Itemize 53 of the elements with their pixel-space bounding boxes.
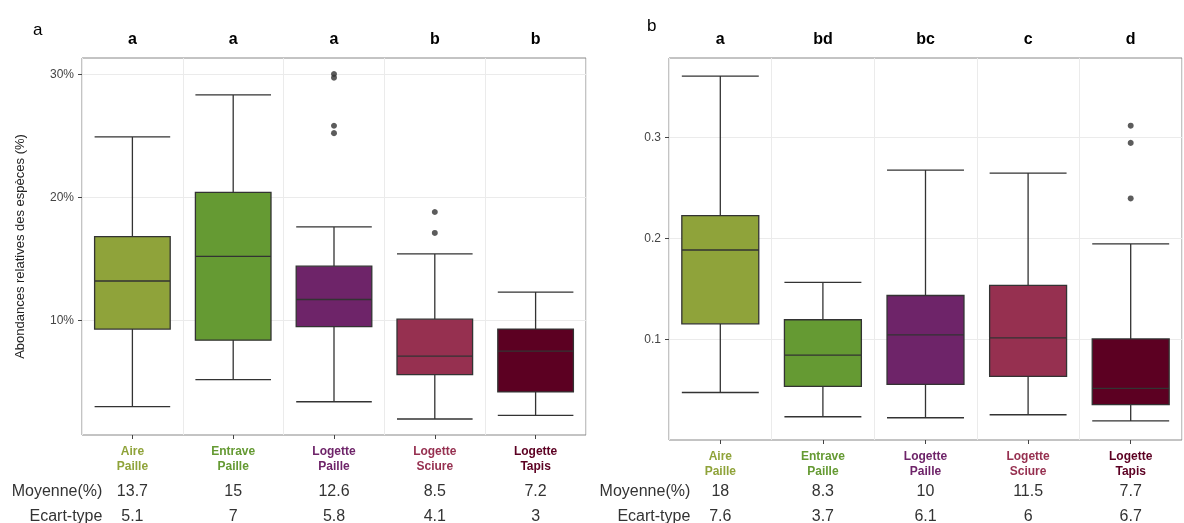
text: 6.7 <box>1119 506 1142 523</box>
x-tick-label: Aire Paille <box>116 443 149 473</box>
text: c <box>1023 29 1033 47</box>
y-tick-label: 10% <box>49 313 75 328</box>
text: Moyenne(%) <box>11 481 103 499</box>
text: 6.1 <box>914 506 937 523</box>
text: a <box>228 29 238 47</box>
text: 6 <box>1023 506 1033 523</box>
x-tick-label: Logette Sciure <box>1006 448 1051 478</box>
x-tick-label: Logette Tapis <box>1109 448 1153 478</box>
text: 10 <box>916 481 935 499</box>
text: 13.7 <box>116 481 149 499</box>
text: bd <box>813 29 833 47</box>
text: b <box>429 29 440 47</box>
text: 3 <box>531 506 541 523</box>
text: 15 <box>224 481 243 499</box>
x-tick-label: Entrave Paille <box>211 443 256 473</box>
y-tick-label: 20% <box>49 190 75 205</box>
x-tick-label: Logette Sciure <box>413 443 457 473</box>
x-tick-label: Entrave Paille <box>800 448 846 478</box>
y-tick-label: 30% <box>49 67 75 82</box>
text: 7.7 <box>1119 481 1142 499</box>
y-tick-label: 0.2 <box>644 230 662 245</box>
x-tick-label: Aire Paille <box>704 448 737 478</box>
text: Ecart-type <box>29 506 103 523</box>
text: a <box>329 29 339 47</box>
text: Ecart-type <box>617 506 691 523</box>
text: Moyenne(%) <box>599 481 691 499</box>
text: 18 <box>711 481 730 499</box>
text: d <box>1125 29 1136 47</box>
y-axis-title: Abondances relatives des espèces (%) <box>12 134 27 359</box>
y-tick-label: 0.3 <box>644 129 662 144</box>
text: 8.5 <box>423 481 447 499</box>
text: 12.6 <box>318 481 350 499</box>
text: a <box>127 29 137 47</box>
text: 7.6 <box>709 506 732 523</box>
text: 8.3 <box>811 481 835 499</box>
text: b <box>530 29 541 47</box>
text: bc <box>916 29 935 47</box>
text: a <box>715 29 725 47</box>
x-tick-label: Logette Paille <box>312 443 356 473</box>
x-tick-label: Logette Tapis <box>513 443 558 473</box>
chart-title: a <box>33 20 43 39</box>
y-tick-label: 0.1 <box>644 331 662 346</box>
text: 4.1 <box>423 506 447 523</box>
x-tick-label: Logette Paille <box>903 448 948 478</box>
text: 7 <box>228 506 238 523</box>
text: 5.8 <box>322 506 346 523</box>
text: 5.1 <box>121 506 144 523</box>
text: 7.2 <box>524 481 547 499</box>
text: 3.7 <box>811 506 835 523</box>
chart-title: b <box>647 16 657 35</box>
text: 11.5 <box>1013 481 1044 499</box>
